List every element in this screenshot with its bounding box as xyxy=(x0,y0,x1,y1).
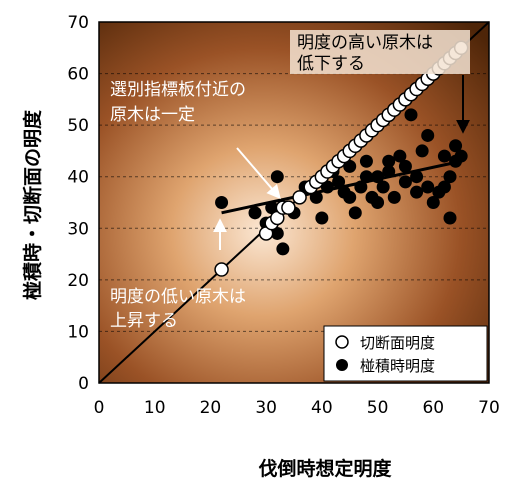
point-filled xyxy=(421,180,435,194)
y-tick-label: 60 xyxy=(67,65,89,85)
annotation-high-line2: 低下する xyxy=(297,54,365,74)
point-filled xyxy=(265,201,279,215)
point-filled xyxy=(382,154,396,168)
point-filled xyxy=(404,108,418,122)
point-filled xyxy=(348,206,362,220)
point-open xyxy=(281,200,296,215)
legend-label-filled: 椪積時明度 xyxy=(360,357,435,375)
point-filled xyxy=(270,170,284,184)
annotation-high-bg xyxy=(290,30,470,74)
annotation-mid: 選別指標板付近の 原木は一定 xyxy=(110,80,246,125)
point-filled xyxy=(410,185,424,199)
point-filled xyxy=(398,175,412,189)
x-tick-label: 70 xyxy=(478,398,500,418)
annotation-high-line1: 明度の高い原木は xyxy=(297,33,433,53)
point-filled xyxy=(426,196,440,209)
x-tick-label: 20 xyxy=(200,398,222,418)
point-filled xyxy=(359,170,373,184)
point-filled xyxy=(437,149,451,163)
point-filled xyxy=(315,211,329,225)
y-tick-label: 10 xyxy=(67,322,89,342)
point-filled xyxy=(359,154,373,168)
point-filled xyxy=(421,128,435,142)
point-filled xyxy=(393,149,407,163)
y-tick-label: 20 xyxy=(67,271,89,291)
annotation-high: 明度の高い原木は 低下する xyxy=(290,30,470,74)
point-filled xyxy=(410,170,424,184)
x-tick-label: 50 xyxy=(367,398,389,418)
point-filled xyxy=(398,159,412,173)
legend-marker-filled xyxy=(336,359,348,371)
y-tick-label: 0 xyxy=(78,374,89,394)
point-filled xyxy=(320,180,334,194)
point-filled xyxy=(354,180,368,194)
annotation-low-line2: 上昇する xyxy=(110,311,178,331)
x-tick-label: 30 xyxy=(255,398,277,418)
point-filled xyxy=(309,190,323,204)
legend: 切断面明度 椪積時明度 xyxy=(323,325,488,382)
point-filled xyxy=(454,149,468,163)
point-filled xyxy=(343,159,357,173)
point-filled xyxy=(276,242,290,256)
point-filled xyxy=(371,170,385,184)
axis-ticks: 0 10 20 30 40 50 60 70 0 10 20 30 40 50 60 70 xyxy=(67,13,499,418)
x-tick-label: 0 xyxy=(94,398,105,418)
y-tick-label: 40 xyxy=(67,168,89,188)
point-filled xyxy=(371,196,385,209)
annotation-mid-line1: 選別指標板付近の xyxy=(110,80,246,100)
point-open xyxy=(214,262,229,277)
point-filled xyxy=(332,175,346,189)
y-axis-title: 椪積時・切断面の明度 xyxy=(21,109,44,300)
annotation-low-line1: 明度の低い原木は xyxy=(110,287,246,307)
x-tick-label: 10 xyxy=(144,398,166,418)
point-open xyxy=(292,190,307,205)
annotation-low: 明度の低い原木は 上昇する xyxy=(110,287,246,331)
legend-marker-open xyxy=(335,335,349,349)
point-filled xyxy=(437,180,451,194)
point-filled xyxy=(382,165,396,179)
y-tick-label: 50 xyxy=(67,116,89,136)
legend-box xyxy=(323,325,488,382)
point-filled xyxy=(270,226,284,240)
point-filled xyxy=(443,170,457,184)
annotation-mid-line2: 原木は一定 xyxy=(110,105,195,125)
point-filled xyxy=(376,180,390,194)
arrow-mid-diagonal xyxy=(236,147,281,200)
point-filled xyxy=(343,190,357,204)
point-filled xyxy=(443,211,457,225)
x-axis-title: 伐倒時想定明度 xyxy=(258,457,392,480)
legend-label-open: 切断面明度 xyxy=(360,334,435,352)
point-filled xyxy=(248,206,262,220)
plot-frame xyxy=(98,21,490,384)
y-tick-label: 70 xyxy=(67,13,89,33)
x-tick-label: 60 xyxy=(422,398,444,418)
x-tick-label: 40 xyxy=(311,398,333,418)
point-filled xyxy=(215,196,229,209)
point-filled xyxy=(415,144,429,158)
y-tick-label: 30 xyxy=(67,219,89,239)
point-filled xyxy=(449,139,463,153)
point-filled xyxy=(387,190,401,204)
